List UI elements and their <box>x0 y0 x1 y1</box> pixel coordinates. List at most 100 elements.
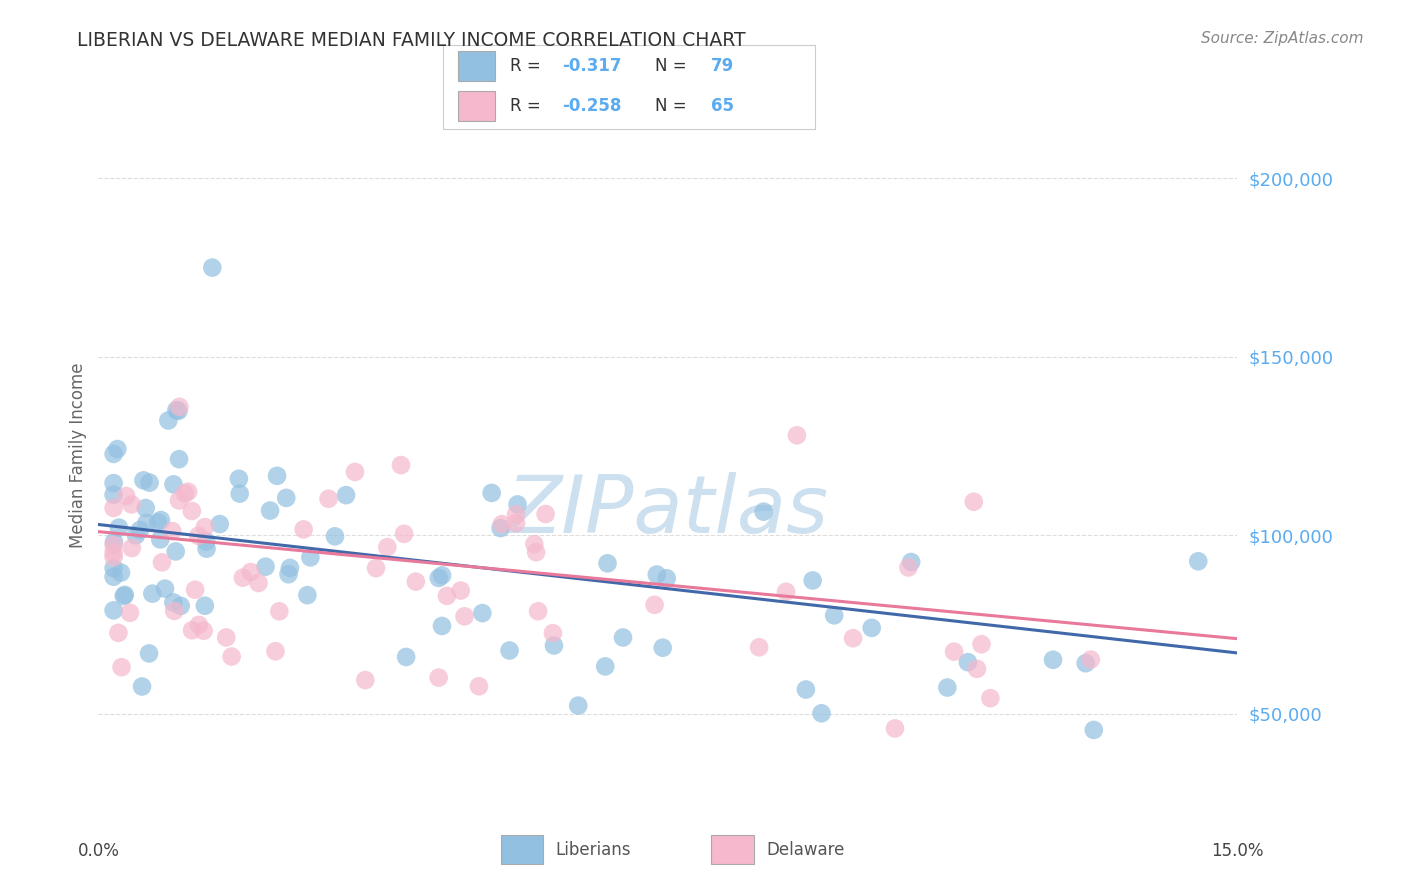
Text: N =: N = <box>655 96 692 114</box>
Point <box>232 571 254 585</box>
Point <box>184 582 207 597</box>
Point <box>299 550 322 565</box>
Point <box>450 583 472 598</box>
Point <box>195 541 218 556</box>
Point <box>471 606 494 620</box>
Point <box>900 555 922 569</box>
Point <box>970 637 993 651</box>
Point <box>228 486 250 500</box>
Point <box>292 522 315 536</box>
Point <box>228 472 250 486</box>
Point <box>173 486 195 500</box>
Point <box>254 559 277 574</box>
Point <box>103 545 125 559</box>
Point <box>129 523 152 537</box>
Point <box>943 645 966 659</box>
Point <box>103 538 125 552</box>
Point <box>177 484 200 499</box>
Point <box>823 608 845 623</box>
Point <box>103 535 125 549</box>
Point <box>118 606 141 620</box>
Point <box>157 413 180 427</box>
Point <box>277 567 299 582</box>
Point <box>167 452 190 467</box>
Point <box>121 541 143 555</box>
Point <box>430 619 453 633</box>
Point <box>655 571 678 585</box>
Point <box>150 555 173 569</box>
Point <box>395 650 418 665</box>
Bar <box>458 52 495 81</box>
Point <box>541 626 564 640</box>
Text: 0.0%: 0.0% <box>77 842 120 860</box>
Point <box>146 516 169 530</box>
Point <box>165 544 187 558</box>
Point <box>593 659 616 673</box>
Point <box>1042 653 1064 667</box>
Text: Source: ZipAtlas.com: Source: ZipAtlas.com <box>1201 31 1364 46</box>
Point <box>318 491 340 506</box>
Point <box>505 508 527 522</box>
Text: 79: 79 <box>711 57 734 75</box>
Point <box>389 458 412 472</box>
Point <box>405 574 427 589</box>
Text: LIBERIAN VS DELAWARE MEDIAN FAMILY INCOME CORRELATION CHART: LIBERIAN VS DELAWARE MEDIAN FAMILY INCOM… <box>77 31 747 50</box>
Point <box>187 529 209 543</box>
Point <box>335 488 357 502</box>
Point <box>430 568 453 582</box>
Point <box>427 571 450 585</box>
Point <box>956 655 979 669</box>
Point <box>645 567 668 582</box>
Point <box>165 403 187 417</box>
Point <box>131 680 153 694</box>
Y-axis label: Median Family Income: Median Family Income <box>69 362 87 548</box>
Point <box>167 493 190 508</box>
Point <box>966 662 988 676</box>
Point <box>842 631 865 645</box>
Point <box>141 587 163 601</box>
Point <box>163 604 186 618</box>
Point <box>1080 653 1102 667</box>
Point <box>264 644 287 658</box>
Point <box>215 631 238 645</box>
Point <box>612 631 634 645</box>
Point <box>786 428 808 442</box>
Point <box>110 566 132 580</box>
Point <box>524 545 547 559</box>
Point <box>181 624 204 638</box>
Text: -0.317: -0.317 <box>562 57 621 75</box>
Point <box>239 565 262 579</box>
Bar <box>711 835 754 864</box>
Point <box>201 260 224 275</box>
Point <box>103 570 125 584</box>
Point <box>167 404 190 418</box>
Point <box>149 533 172 547</box>
Point <box>498 643 520 657</box>
Point <box>375 540 398 554</box>
Point <box>775 584 797 599</box>
Point <box>453 609 475 624</box>
Point <box>208 517 231 532</box>
Point <box>527 604 550 618</box>
Point <box>247 576 270 591</box>
Point <box>103 561 125 575</box>
Point <box>506 498 529 512</box>
Point <box>194 520 217 534</box>
Point <box>125 528 148 542</box>
Point <box>135 516 157 530</box>
Bar <box>501 835 543 864</box>
Point <box>651 640 673 655</box>
Point <box>810 706 832 721</box>
Point <box>505 516 527 530</box>
Point <box>278 561 301 575</box>
Point <box>115 489 138 503</box>
Point <box>108 521 131 535</box>
Point <box>103 500 125 515</box>
Point <box>105 442 128 456</box>
Point <box>162 477 184 491</box>
Point <box>323 529 346 543</box>
Text: R =: R = <box>510 96 546 114</box>
Point <box>752 505 775 519</box>
Point <box>1187 554 1209 568</box>
Point <box>153 582 176 596</box>
